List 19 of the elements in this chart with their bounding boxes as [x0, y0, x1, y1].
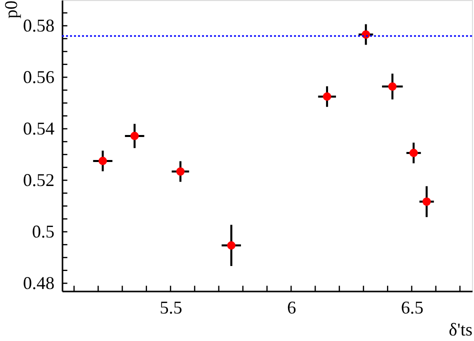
x-tick-label: 6 — [287, 298, 296, 318]
x-axis-title: δ'ts — [448, 320, 472, 340]
y-tick-label: 0.48 — [23, 272, 54, 293]
x-tick-label: 6.5 — [400, 298, 424, 318]
point — [322, 92, 332, 101]
point — [130, 132, 139, 140]
y-tick-label: 0.52 — [23, 170, 54, 190]
point — [409, 148, 418, 158]
point — [422, 197, 431, 206]
y-tick-label: 0.54 — [23, 118, 54, 138]
y-axis-title: p0 — [1, 0, 21, 18]
point — [227, 241, 236, 250]
y-tick-label: 0.5 — [32, 221, 54, 242]
point — [388, 82, 397, 91]
point — [98, 156, 107, 166]
point — [176, 167, 185, 176]
x-tick-label: 5.5 — [160, 298, 182, 318]
y-tick-label: 0.58 — [23, 15, 54, 36]
y-tick-label: 0.56 — [23, 66, 54, 87]
